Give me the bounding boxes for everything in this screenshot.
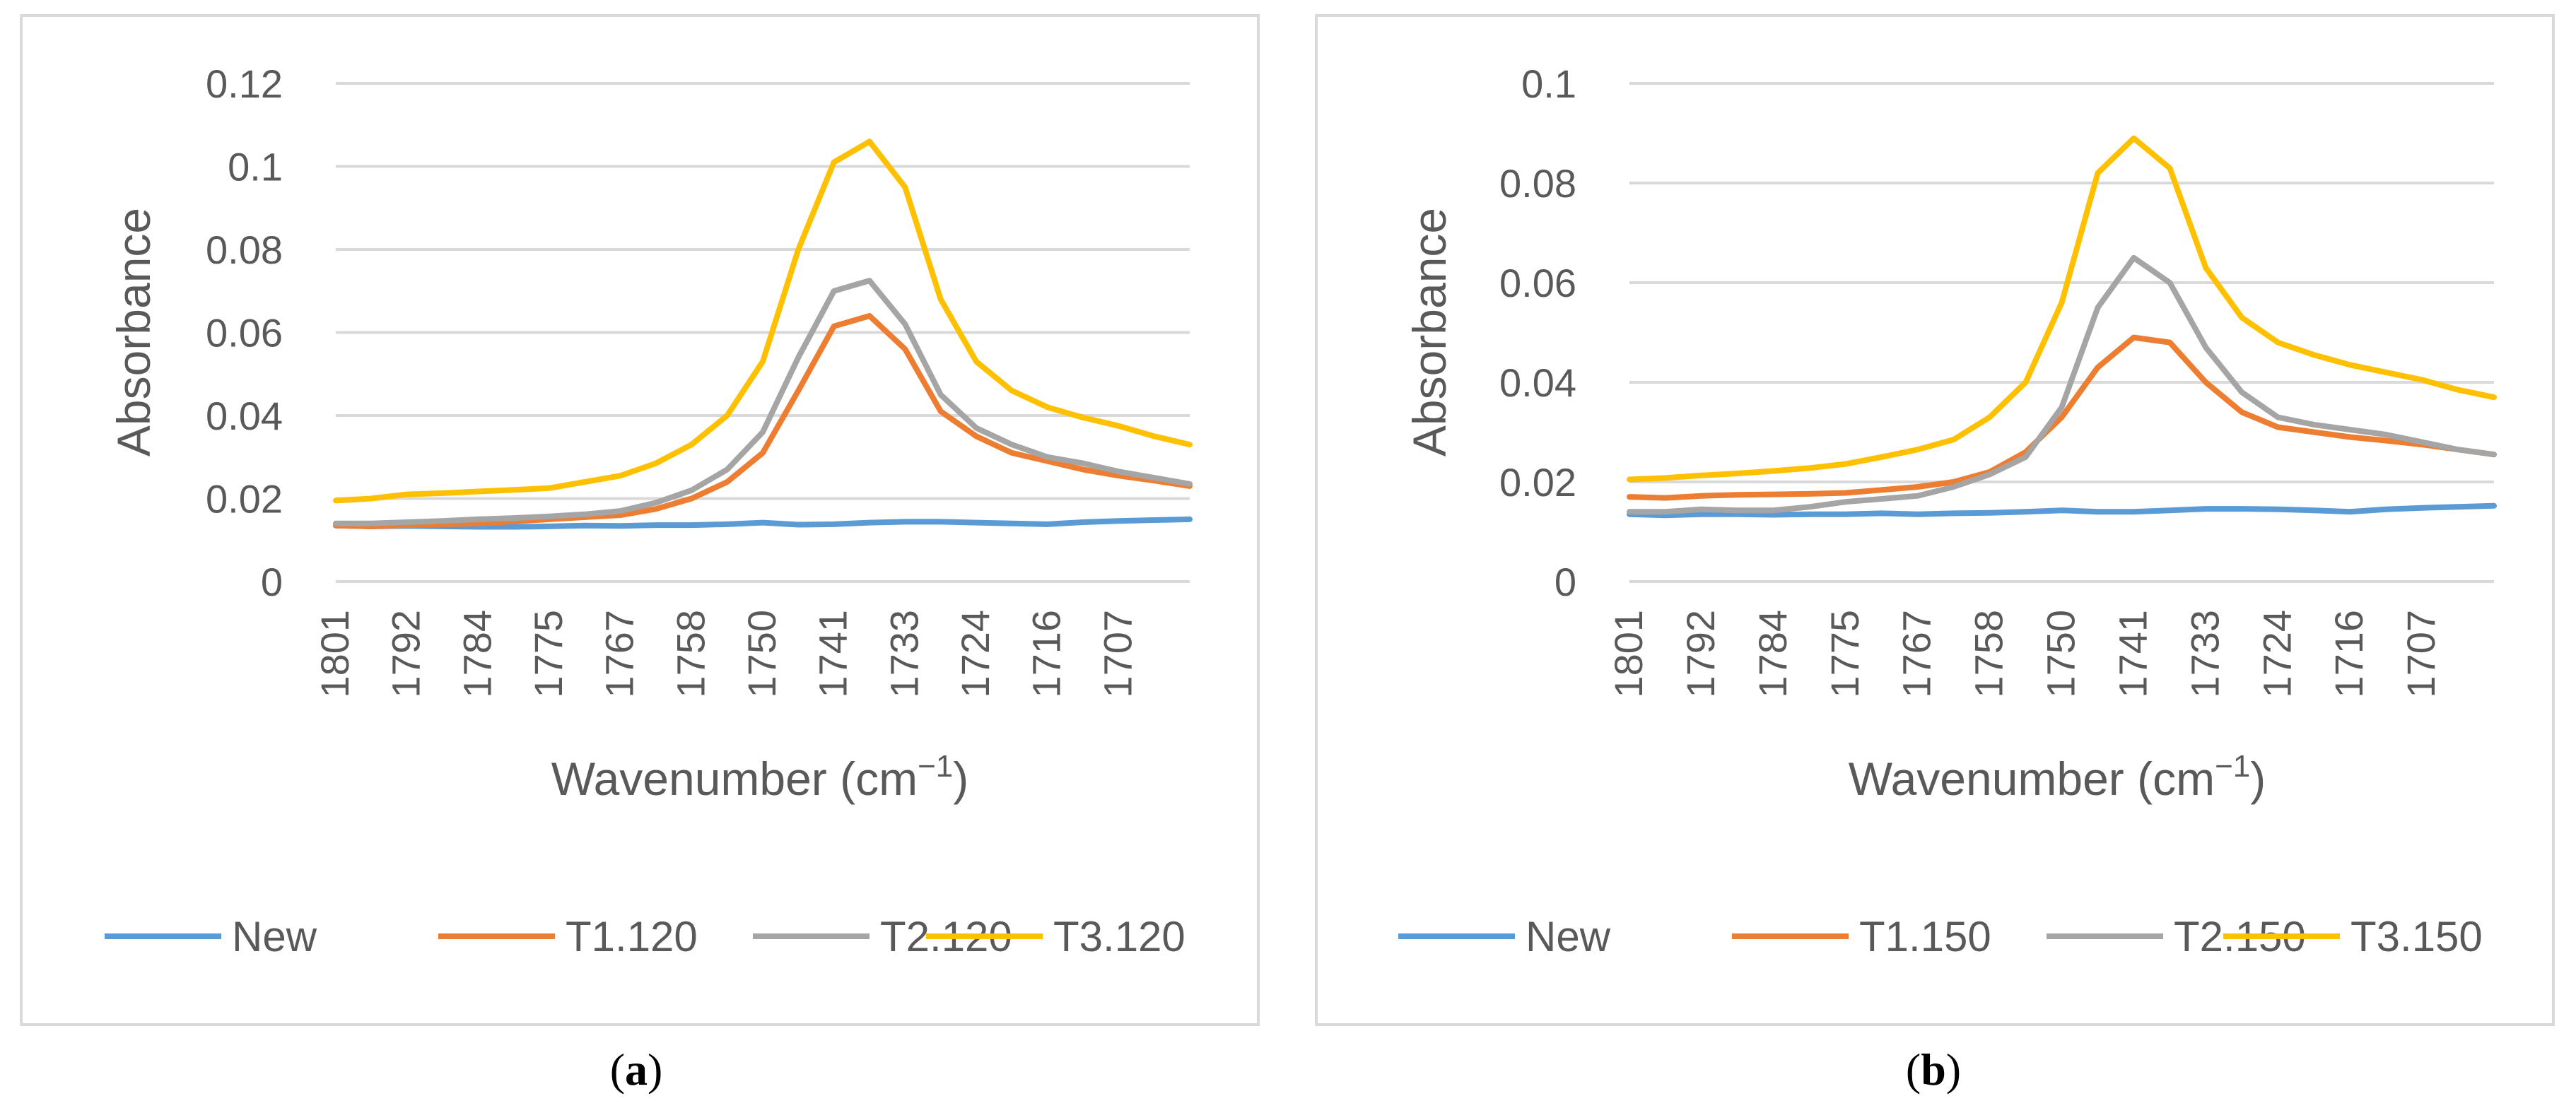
x-tick-label: 1801 — [312, 610, 357, 698]
x-tick-label: 1733 — [2182, 610, 2227, 698]
series-line-t3-120 — [333, 138, 1193, 504]
x-tick-label: 1792 — [1678, 610, 1723, 698]
chart-panel-a: 0 0.02 0.04 0.06 0.08 0.1 0.12 1801 1792 1784 177… — [20, 14, 1260, 1026]
y-tick-label: 0.08 — [1499, 161, 1576, 206]
series-line-t1-120 — [333, 313, 1193, 529]
x-tick-label: 1716 — [2326, 610, 2371, 698]
y-tick-label: 0.12 — [206, 61, 283, 106]
x-tick-label: 1784 — [1750, 610, 1795, 698]
x-tick-label: 1792 — [384, 610, 428, 698]
x-tick-label: 1775 — [1822, 610, 1867, 698]
y-tick-label: 0.06 — [206, 311, 283, 355]
y-tick-label: 0 — [261, 560, 283, 604]
series-line-new — [1627, 502, 2497, 519]
x-tick-label: 1733 — [882, 610, 926, 698]
x-tick-label: 1741 — [2110, 610, 2155, 698]
panel-a-y-ticks: 0 0.02 0.04 0.06 0.08 0.1 0.12 — [206, 61, 283, 604]
legend-label: New — [1526, 913, 1611, 960]
panel-b-series — [1627, 135, 2497, 519]
panel-a-legend: New T1.120 T2.120 T3.120 — [105, 913, 1185, 960]
x-tick-label: 1801 — [1606, 610, 1651, 698]
panel-a-series — [333, 138, 1193, 530]
x-tick-label: 1750 — [739, 610, 784, 698]
x-tick-label: 1724 — [2254, 610, 2299, 698]
panel-a-grid — [336, 82, 1190, 583]
panel-b-x-ticks: 1801 1792 1784 1775 1767 1758 1750 1741 1733 1724… — [1606, 610, 2443, 698]
chart-panel-b: 0 0.02 0.04 0.06 0.08 0.1 1801 1792 1784 1775 176… — [1315, 14, 2555, 1026]
x-tick-label: 1758 — [668, 610, 713, 698]
y-tick-label: 0 — [1555, 560, 1576, 604]
panel-a-caption: (a) — [610, 1044, 663, 1095]
y-tick-label: 0.1 — [1521, 61, 1576, 106]
panel-a-frame — [20, 14, 1260, 1026]
x-tick-label: 1716 — [1024, 610, 1069, 698]
x-tick-label: 1775 — [526, 610, 570, 698]
series-line-t1-150 — [1627, 334, 2497, 501]
panel-b-caption: (b) — [1906, 1044, 1961, 1095]
y-tick-label: 0.04 — [206, 394, 283, 438]
series-line-new — [333, 516, 1193, 530]
panel-a-x-axis-title: Wavenumber (cm−1) — [551, 749, 969, 805]
panel-a-y-axis-title: Absorbance — [107, 208, 160, 456]
y-tick-label: 0.1 — [228, 145, 283, 189]
series-line-t2-120 — [333, 278, 1193, 526]
y-tick-label: 0.02 — [1499, 460, 1576, 505]
legend-label: T3.150 — [2350, 913, 2483, 960]
legend-label: T1.120 — [566, 913, 698, 960]
y-tick-label: 0.04 — [1499, 360, 1576, 405]
x-tick-label: 1741 — [811, 610, 855, 698]
y-tick-label: 0.08 — [206, 228, 283, 272]
x-tick-label: 1707 — [1095, 610, 1140, 698]
legend-label: New — [232, 913, 317, 960]
y-tick-label: 0.02 — [206, 477, 283, 521]
series-line-t2-150 — [1627, 254, 2497, 515]
y-tick-label: 0.06 — [1499, 261, 1576, 305]
x-tick-label: 1758 — [1967, 610, 2011, 698]
x-tick-label: 1750 — [2039, 610, 2083, 698]
panel-a-x-ticks: 1801 1792 1784 1775 1767 1758 1750 1741 1733 1724… — [312, 610, 1140, 698]
legend-label: T3.120 — [1053, 913, 1185, 960]
x-tick-label: 1767 — [1895, 610, 1939, 698]
legend-label: T1.150 — [1859, 913, 1991, 960]
series-line-t3-150 — [1627, 135, 2497, 483]
x-tick-label: 1767 — [597, 610, 642, 698]
panel-b-x-axis-title: Wavenumber (cm−1) — [1849, 749, 2266, 805]
panel-b-grid — [1629, 82, 2494, 583]
x-tick-label: 1784 — [455, 610, 499, 698]
x-tick-label: 1724 — [953, 610, 997, 698]
panel-b-legend: New T1.150 T2.150 T3.150 — [1398, 913, 2483, 960]
x-tick-label: 1707 — [2399, 610, 2443, 698]
panel-b-y-axis-title: Absorbance — [1403, 208, 1456, 456]
panel-b-y-ticks: 0 0.02 0.04 0.06 0.08 0.1 — [1499, 61, 1576, 604]
